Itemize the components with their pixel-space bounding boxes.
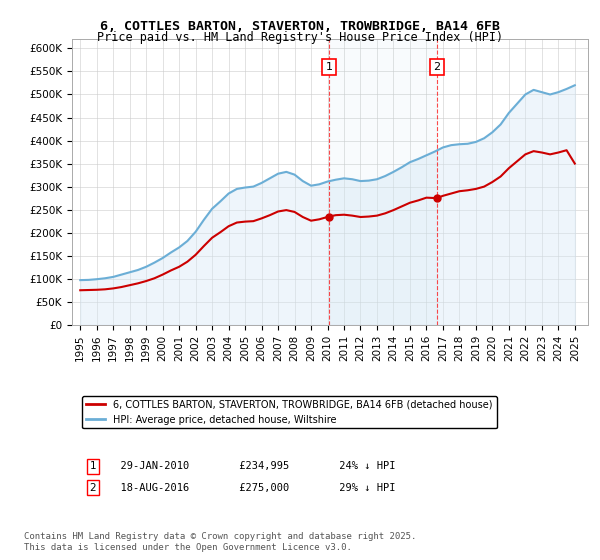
- Text: 2: 2: [433, 62, 440, 72]
- Text: 6, COTTLES BARTON, STAVERTON, TROWBRIDGE, BA14 6FB: 6, COTTLES BARTON, STAVERTON, TROWBRIDGE…: [100, 20, 500, 32]
- Text: 1: 1: [325, 62, 332, 72]
- Text: Price paid vs. HM Land Registry's House Price Index (HPI): Price paid vs. HM Land Registry's House …: [97, 31, 503, 44]
- Text: 18-AUG-2016        £275,000        29% ↓ HPI: 18-AUG-2016 £275,000 29% ↓ HPI: [108, 483, 395, 493]
- Text: 2: 2: [89, 483, 96, 493]
- Text: Contains HM Land Registry data © Crown copyright and database right 2025.
This d: Contains HM Land Registry data © Crown c…: [24, 532, 416, 552]
- Bar: [329, 39, 437, 325]
- Text: 1: 1: [89, 461, 96, 471]
- Legend: 6, COTTLES BARTON, STAVERTON, TROWBRIDGE, BA14 6FB (detached house), HPI: Averag: 6, COTTLES BARTON, STAVERTON, TROWBRIDGE…: [82, 396, 497, 428]
- Text: 29-JAN-2010        £234,995        24% ↓ HPI: 29-JAN-2010 £234,995 24% ↓ HPI: [108, 461, 395, 471]
